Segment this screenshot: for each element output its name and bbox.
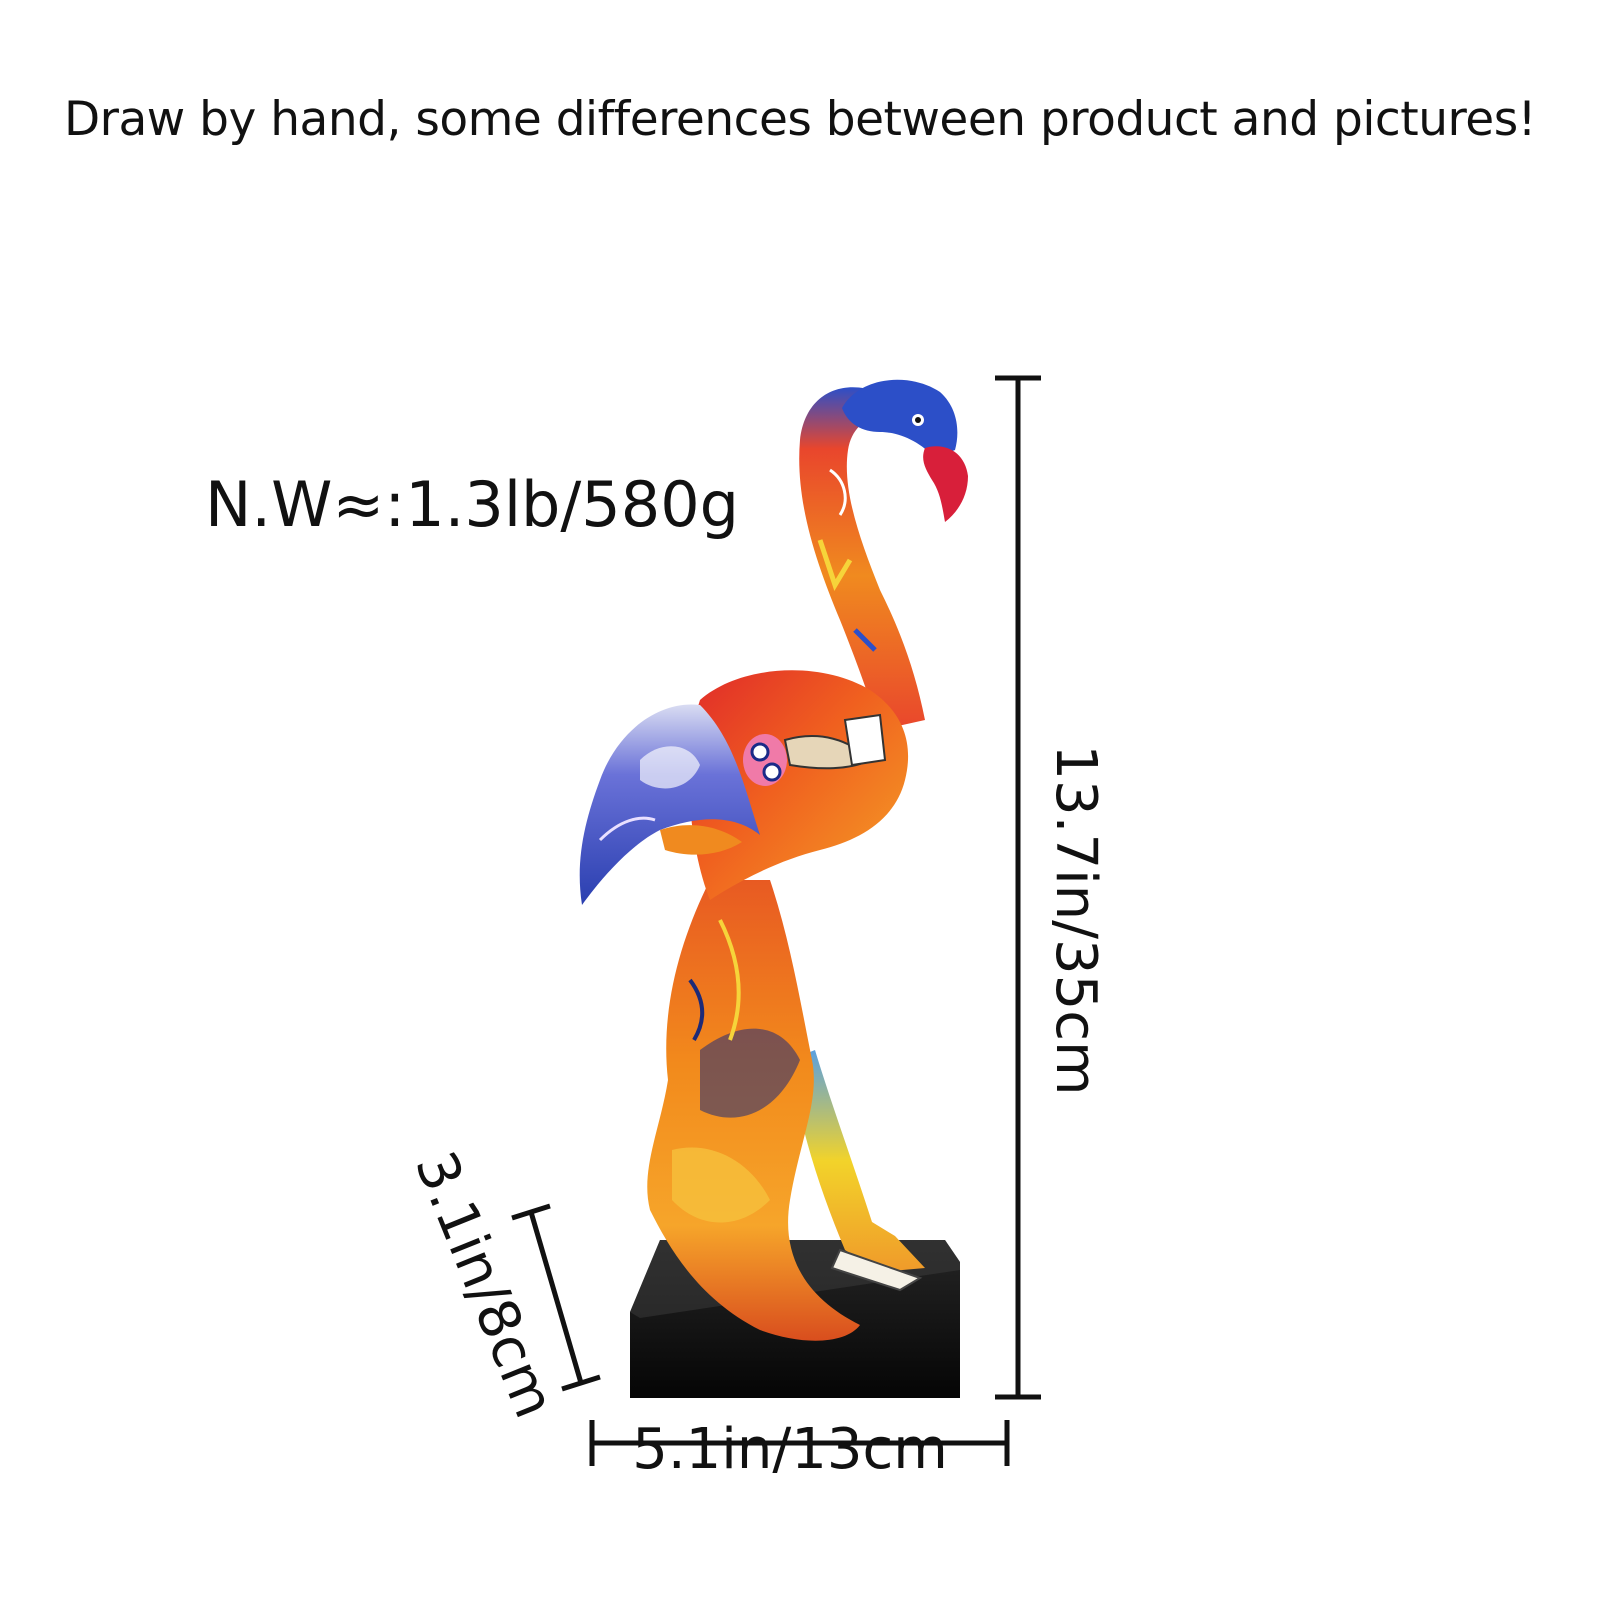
flamingo-wing [579,704,760,905]
flamingo-leg [790,1050,925,1272]
flamingo-head [842,379,958,458]
flamingo-neck [799,387,925,730]
height-dimension-line [995,375,1041,1400]
depth-dimension-line [511,1203,601,1392]
net-weight-label: N.W≈:1.3lb/580g [205,468,739,541]
hand-drawn-notice: Draw by hand, some differences between p… [63,92,1537,147]
width-dimension-label: 5.1in/13cm [632,1417,948,1482]
width-dimension-line [589,1420,1010,1466]
flamingo-beak [923,446,968,522]
height-dimension-label: 13.7in/35cm [1043,744,1108,1096]
